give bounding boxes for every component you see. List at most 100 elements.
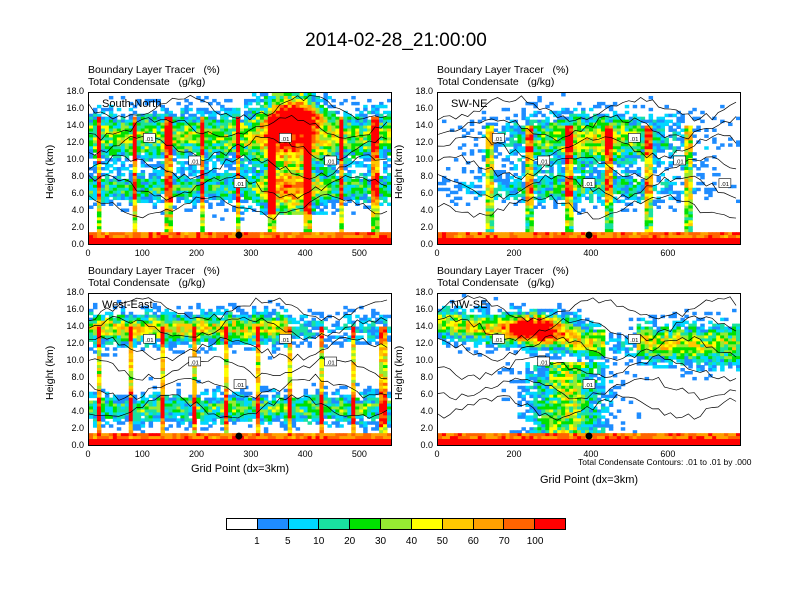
heatmap-cell xyxy=(263,314,269,319)
heatmap-cell xyxy=(441,238,447,242)
heatmap-cell xyxy=(565,205,570,209)
heatmap-cell xyxy=(379,314,384,319)
heatmap-cell xyxy=(287,143,293,147)
heatmap-cell xyxy=(624,158,630,162)
heatmap-cell xyxy=(736,140,740,144)
heatmap-cell xyxy=(481,149,487,153)
heatmap-cell xyxy=(704,146,709,150)
heatmap-cell xyxy=(184,314,189,319)
heatmap-cell xyxy=(323,169,328,174)
heatmap-cell xyxy=(573,184,578,189)
heatmap-cell xyxy=(704,190,709,195)
heatmap-cell xyxy=(339,101,344,106)
heatmap-cell xyxy=(660,128,665,132)
heatmap-cell xyxy=(652,169,658,174)
heatmap-cell xyxy=(140,190,146,195)
heatmap-cell xyxy=(461,181,467,186)
heatmap-cell xyxy=(140,184,146,189)
heatmap-cell xyxy=(96,164,102,168)
heatmap-cell xyxy=(303,196,309,201)
heatmap-cell xyxy=(684,131,689,135)
heatmap-cell xyxy=(140,175,146,180)
heatmap-cell xyxy=(545,169,550,174)
heatmap-cell xyxy=(339,238,344,242)
heatmap-cell xyxy=(652,202,658,207)
heatmap-cell xyxy=(303,140,309,144)
heatmap-cell xyxy=(457,232,463,236)
heatmap-cell xyxy=(323,143,328,147)
heatmap-cell xyxy=(473,143,479,147)
heatmap-cell xyxy=(557,113,562,118)
heatmap-cell xyxy=(736,235,740,239)
heatmap-cell xyxy=(315,205,320,209)
heatmap-cell xyxy=(279,164,285,168)
heatmap-cell xyxy=(608,202,614,207)
heatmap-cell xyxy=(108,178,114,183)
heatmap-cell xyxy=(263,205,269,209)
heatmap-cell xyxy=(589,152,594,156)
heatmap-cell xyxy=(283,238,289,242)
heatmap-cell xyxy=(359,131,364,135)
heatmap-cell xyxy=(712,128,717,132)
heatmap-cell xyxy=(700,110,705,115)
heatmap-cell xyxy=(275,317,281,322)
heatmap-cell xyxy=(477,131,483,135)
heatmap-cell xyxy=(275,241,281,244)
heatmap-cell xyxy=(545,241,550,244)
heatmap-cell xyxy=(387,238,391,242)
heatmap-cell xyxy=(652,143,658,147)
heatmap-cell xyxy=(585,113,590,118)
heatmap-cell xyxy=(136,134,142,138)
heatmap-cell xyxy=(585,238,590,242)
heatmap-cell xyxy=(585,161,590,165)
heatmap-cell xyxy=(632,146,638,150)
heatmap-cell xyxy=(469,152,475,156)
heatmap-cell xyxy=(251,193,257,198)
heatmap-cell xyxy=(481,110,487,115)
heatmap-cell xyxy=(640,193,646,198)
heatmap-cell xyxy=(489,187,495,192)
heatmap-cell xyxy=(363,149,368,153)
heatmap-cell xyxy=(108,140,114,144)
heatmap-cell xyxy=(684,229,689,233)
heatmap-cell xyxy=(152,155,158,159)
heatmap-cell xyxy=(212,311,217,316)
heatmap-cell xyxy=(684,214,689,218)
heatmap-cell xyxy=(303,235,309,239)
heatmap-cell xyxy=(259,199,265,204)
heatmap-cell xyxy=(120,178,126,183)
heatmap-cell xyxy=(236,205,241,209)
heatmap-cell xyxy=(255,164,261,168)
heatmap-cell xyxy=(545,238,550,242)
heatmap-cell xyxy=(664,181,669,186)
heatmap-cell xyxy=(608,131,614,135)
heatmap-cell xyxy=(497,172,503,177)
heatmap-cell xyxy=(589,155,594,159)
heatmap-cell xyxy=(140,317,146,322)
heatmap-cell xyxy=(533,128,538,132)
heatmap-cell xyxy=(600,181,606,186)
heatmap-cell xyxy=(473,235,479,239)
heatmap-cell xyxy=(100,241,106,244)
heatmap-cell xyxy=(728,143,733,147)
heatmap-cell xyxy=(216,202,221,207)
heatmap-cell xyxy=(668,181,673,186)
heatmap-cell xyxy=(489,175,495,180)
heatmap-cell xyxy=(271,190,277,195)
heatmap-cell xyxy=(608,214,614,218)
heatmap-cell xyxy=(509,175,514,180)
heatmap-cell xyxy=(152,193,158,198)
heatmap-cell xyxy=(331,125,336,130)
heatmap-cell xyxy=(228,235,233,239)
heatmap-cell xyxy=(644,199,650,204)
heatmap-cell xyxy=(160,155,165,159)
heatmap-cell xyxy=(561,143,566,147)
heatmap-cell xyxy=(732,241,737,244)
heatmap-cell xyxy=(644,134,650,138)
heatmap-cell xyxy=(569,232,574,236)
heatmap-cell xyxy=(363,205,368,209)
heatmap-cell xyxy=(505,143,511,147)
heatmap-cell xyxy=(696,232,701,236)
heatmap-cell xyxy=(620,155,626,159)
heatmap-cell xyxy=(315,190,320,195)
